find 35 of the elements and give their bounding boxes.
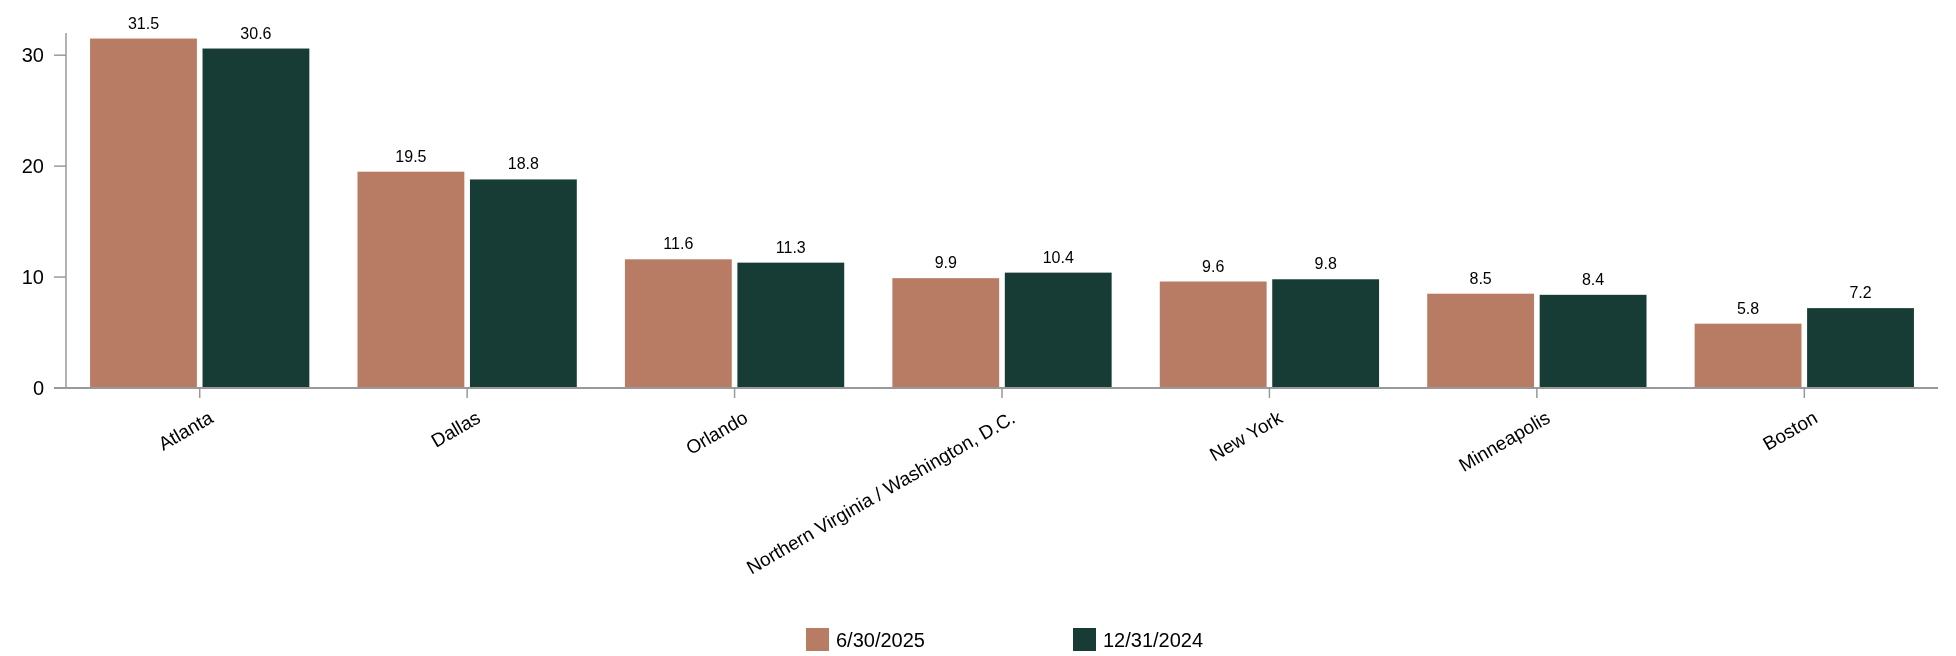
bar <box>357 171 465 388</box>
data-label: 9.6 <box>1202 257 1225 275</box>
y-tick-label: 20 <box>21 155 44 178</box>
data-label: 30.6 <box>240 24 272 42</box>
data-label: 8.4 <box>1581 270 1605 288</box>
bar <box>624 259 732 388</box>
bar <box>1539 294 1647 388</box>
bar <box>1004 272 1112 388</box>
data-label: 5.8 <box>1736 299 1760 317</box>
bar <box>90 38 197 388</box>
data-label: 11.3 <box>775 238 806 256</box>
y-tick-label: 10 <box>21 266 44 289</box>
bar <box>737 262 845 388</box>
bar <box>1807 308 1914 388</box>
x-tick-label: New York <box>1206 406 1287 466</box>
data-label: 19.5 <box>395 147 427 165</box>
data-label: 9.9 <box>934 254 957 272</box>
data-label: 7.2 <box>1849 284 1872 302</box>
bar <box>1694 323 1802 388</box>
legend-label: 6/30/2025 <box>836 629 925 651</box>
bar <box>1272 279 1380 388</box>
legend-label: 12/31/2024 <box>1103 629 1204 651</box>
bar <box>892 278 1000 388</box>
data-label: 9.8 <box>1314 255 1337 273</box>
data-label: 10.4 <box>1042 248 1074 266</box>
data-label: 11.6 <box>663 235 694 253</box>
data-label: 31.5 <box>127 14 160 32</box>
bar <box>1427 293 1535 388</box>
data-label: 18.8 <box>507 155 540 173</box>
bar <box>469 179 577 388</box>
bar <box>1159 281 1267 388</box>
y-tick-label: 30 <box>21 44 44 67</box>
data-label: 8.5 <box>1469 269 1492 287</box>
bar <box>202 48 310 388</box>
y-tick-label: 0 <box>32 377 44 399</box>
